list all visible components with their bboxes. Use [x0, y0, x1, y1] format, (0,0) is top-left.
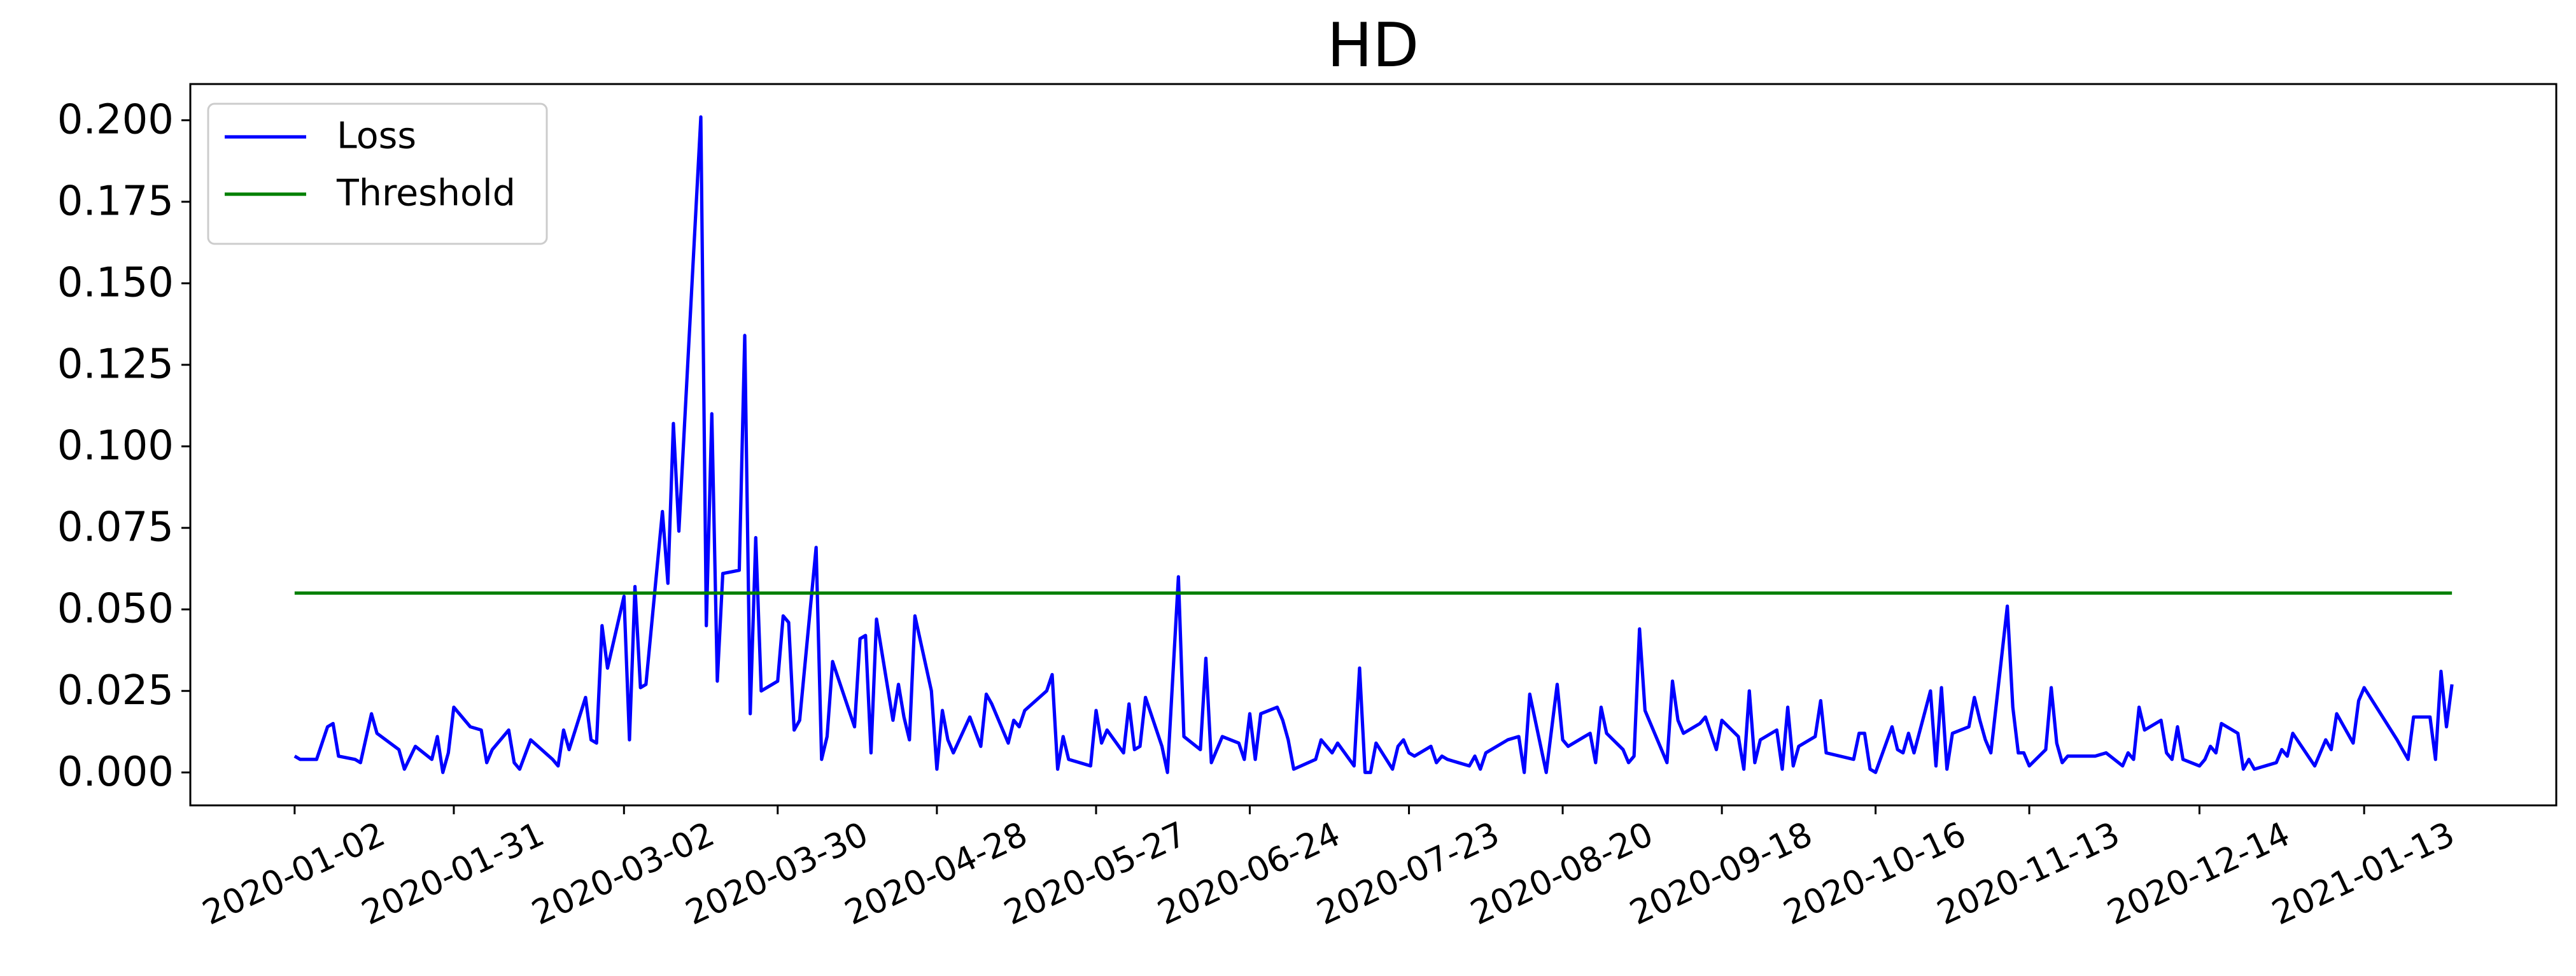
- y-tick-label: 0.050: [57, 586, 174, 633]
- y-tick-label: 0.150: [57, 260, 174, 307]
- y-tick-label: 0.100: [57, 423, 174, 470]
- y-tick-label: 0.175: [57, 178, 174, 225]
- plot-frame: [189, 83, 2558, 807]
- y-tick-label: 0.025: [57, 667, 174, 714]
- y-tick-label: 0.125: [57, 341, 174, 388]
- legend-box: [207, 103, 548, 245]
- y-tick-label: 0.200: [57, 96, 174, 143]
- y-tick-label: 0.075: [57, 504, 174, 551]
- series-line: [293, 115, 2454, 774]
- legend-label: Loss: [337, 115, 416, 157]
- chart-title: HD: [1327, 11, 1419, 81]
- y-tick-label: 0.000: [57, 749, 174, 796]
- legend-label: Threshold: [336, 173, 516, 215]
